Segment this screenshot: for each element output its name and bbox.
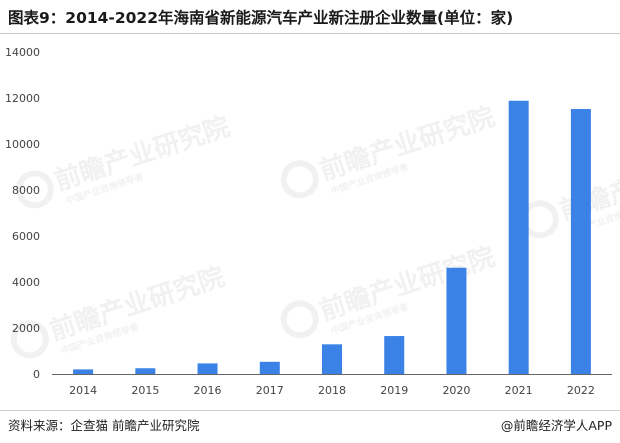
bars <box>73 100 591 374</box>
x-tick-label: 2016 <box>194 384 222 397</box>
watermark-logo-icon <box>10 320 49 359</box>
y-axis-ticks: 0 2000 4000 6000 8000 10000 12000 14000 <box>5 46 40 381</box>
bar-2017 <box>259 361 280 374</box>
x-tick-label: 2017 <box>256 384 284 397</box>
bar-2014 <box>73 369 94 374</box>
bar-chart: 前瞻产业研究院 中国产业咨询领导者 前瞻产业研究院 中国产业咨询领导者 前瞻产业研究院中… <box>0 34 620 404</box>
x-tick-label: 2020 <box>442 384 470 397</box>
bar-2021 <box>508 100 529 374</box>
x-tick-label: 2014 <box>69 384 97 397</box>
source-note: 资料来源：企查猫 前瞻产业研究院 <box>8 418 200 433</box>
y-tick-label: 8000 <box>12 184 40 197</box>
chart-title: 图表9：2014-2022年海南省新能源汽车产业新注册企业数量(单位：家) <box>8 9 514 27</box>
watermark-text: 前瞻产业研究院 <box>46 261 229 347</box>
y-tick-label: 14000 <box>5 46 40 59</box>
watermark-text: 前瞻产业研究院 <box>316 241 499 327</box>
watermark-logo-icon <box>280 160 319 199</box>
y-tick-label: 2000 <box>12 322 40 335</box>
y-tick-label: 10000 <box>5 138 40 151</box>
y-tick-label: 0 <box>33 368 40 381</box>
x-tick-label: 2022 <box>567 384 595 397</box>
watermark-logo-icon <box>15 170 54 209</box>
bar-2020 <box>446 267 467 374</box>
watermark-text: 前瞻产业研究院 <box>51 111 234 197</box>
bar-chart-svg: 前瞻产业研究院中国产业咨询领导者前瞻产业研究院中国产业咨询领导者前瞻产业研究院中… <box>5 46 620 397</box>
bar-2015 <box>135 368 156 374</box>
y-tick-label: 12000 <box>5 92 40 105</box>
y-tick-label: 4000 <box>12 276 40 289</box>
bar-2022 <box>570 109 591 374</box>
watermark-text: 前瞻产业研究院 <box>316 101 499 187</box>
bar-2016 <box>197 363 218 374</box>
bar-2019 <box>384 336 405 374</box>
watermark-logo-icon <box>280 300 319 339</box>
x-tick-label: 2015 <box>131 384 159 397</box>
x-axis-ticks: 2014 2015 2016 2017 2018 2019 2020 2021 2022 <box>69 384 595 397</box>
x-tick-label: 2018 <box>318 384 346 397</box>
title-divider <box>0 33 620 34</box>
brand-credit: @前瞻经济学人APP <box>500 418 612 433</box>
bar-2018 <box>322 344 342 374</box>
y-tick-label: 6000 <box>12 230 40 243</box>
x-tick-label: 2021 <box>505 384 533 397</box>
x-tick-label: 2019 <box>380 384 408 397</box>
footer-divider <box>0 410 620 411</box>
